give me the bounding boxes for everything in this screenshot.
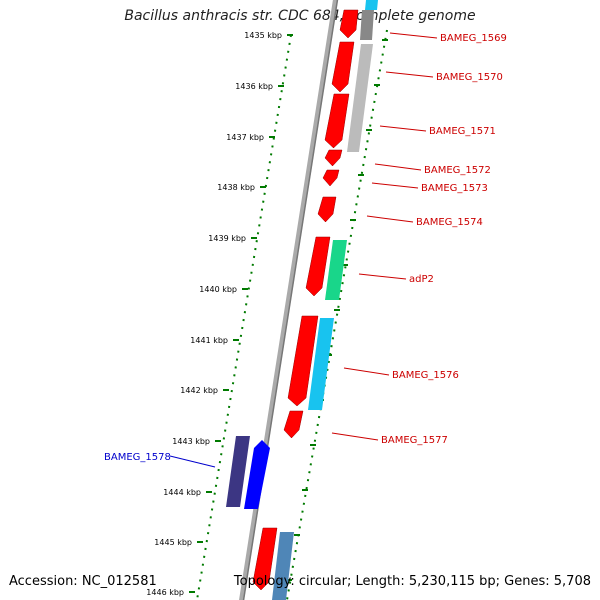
gene-leader-line: [385, 71, 434, 78]
ruler-tick-label: 1444 kbp: [163, 488, 201, 497]
cds-block-bameg-1572: [324, 149, 343, 167]
gene-leader-line: [371, 182, 419, 189]
gene-leader-line: [343, 367, 390, 376]
cds-block-bameg-1574: [317, 196, 337, 223]
ruler-tick-label: 1437 kbp: [226, 133, 264, 142]
gene-leader-line: [389, 32, 438, 39]
accession-text: Accession: NC_012581: [9, 574, 157, 589]
cds-block-bameg-1570: [331, 41, 355, 93]
steel-block-bottom: [272, 532, 294, 600]
gene-label: adP2: [409, 274, 434, 285]
gene-label: BAMEG_1573: [421, 183, 488, 194]
cds-block-bottom-red: [252, 527, 278, 591]
cyan-block-top: [365, 0, 378, 10]
gray-block-1570: [347, 44, 373, 152]
map-title: Bacillus anthracis str. CDC 684, complet…: [124, 8, 476, 24]
gene-label: BAMEG_1577: [381, 435, 448, 446]
gene-label: BAMEG_1574: [416, 217, 483, 228]
ruler-tick-label: 1436 kbp: [235, 82, 273, 91]
gene-leader-line: [379, 125, 427, 132]
gene-label: BAMEG_1571: [429, 126, 496, 137]
cds-block-bameg-1576: [287, 315, 319, 407]
ruler-tick-label: 1441 kbp: [190, 336, 228, 345]
gene-label: BAMEG_1576: [392, 370, 459, 381]
topology-text: Topology: circular; Length: 5,230,115 bp…: [233, 574, 591, 589]
cds-block-adp2: [305, 236, 331, 297]
gene-label: BAMEG_1570: [436, 72, 503, 83]
cds-block-bameg-1577: [283, 410, 304, 439]
ruler-tick-label: 1445 kbp: [154, 538, 192, 547]
ruler-tick-label: 1438 kbp: [217, 183, 255, 192]
gene-label: BAMEG_1578: [104, 452, 171, 463]
ruler-tick-label: 1439 kbp: [208, 234, 246, 243]
gene-label: BAMEG_1569: [440, 33, 507, 44]
gray-block-top: [360, 10, 374, 40]
ruler-tick-label: 1440 kbp: [199, 285, 237, 294]
gene-leader-line: [331, 432, 379, 441]
cds-block-bameg-1571: [324, 93, 350, 149]
outer-dotted-track: [196, 34, 292, 600]
ruler-tick-label: 1442 kbp: [180, 386, 218, 395]
ruler-tick-label: 1443 kbp: [172, 437, 210, 446]
inner-dotted-track: [286, 29, 388, 600]
gene-leader-line: [374, 163, 422, 171]
reverse-block-dark: [226, 436, 250, 507]
gene-leader-line: [366, 215, 414, 223]
gene-leader-line: [169, 455, 216, 468]
ruler-tick-label: 1435 kbp: [244, 31, 282, 40]
cds-block-bameg-1573: [322, 169, 340, 187]
cds-block-bameg-1569: [339, 9, 359, 39]
cyan-block-1576: [308, 318, 334, 410]
green-block-adp2: [325, 240, 347, 300]
cds-block-bameg-1578: [244, 440, 270, 509]
gene-leader-line: [358, 273, 407, 280]
gene-label: BAMEG_1572: [424, 165, 491, 176]
ruler-tick-label: 1446 kbp: [146, 588, 184, 597]
